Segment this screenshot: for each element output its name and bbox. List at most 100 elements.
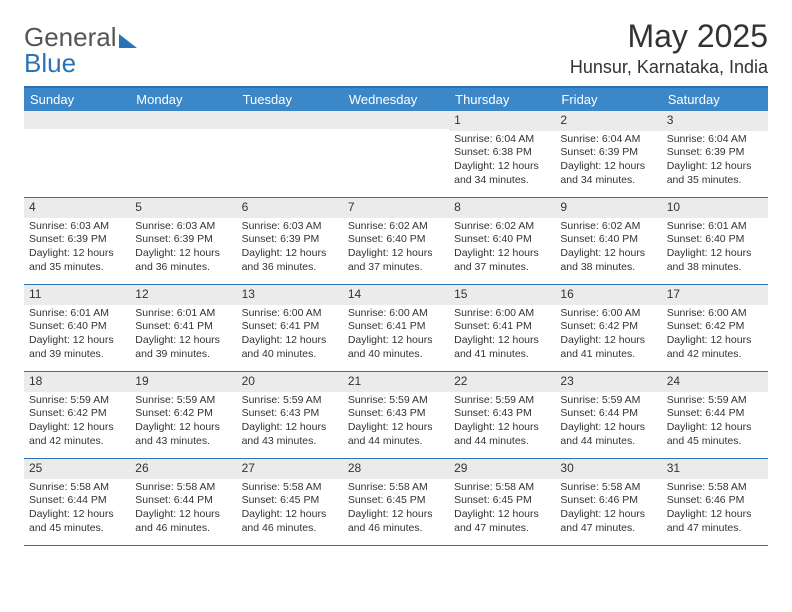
day-cell: 23Sunrise: 5:59 AM Sunset: 6:44 PM Dayli… bbox=[555, 372, 661, 458]
day-details: Sunrise: 6:04 AM Sunset: 6:39 PM Dayligh… bbox=[555, 131, 661, 192]
day-details: Sunrise: 5:59 AM Sunset: 6:44 PM Dayligh… bbox=[662, 392, 768, 453]
calendar-page: General May 2025 Hunsur, Karnataka, Indi… bbox=[0, 0, 792, 558]
week-row: 11Sunrise: 6:01 AM Sunset: 6:40 PM Dayli… bbox=[24, 285, 768, 372]
week-row: 1Sunrise: 6:04 AM Sunset: 6:38 PM Daylig… bbox=[24, 111, 768, 198]
day-details: Sunrise: 5:59 AM Sunset: 6:43 PM Dayligh… bbox=[237, 392, 343, 453]
day-number: 9 bbox=[555, 198, 661, 218]
day-number: 8 bbox=[449, 198, 555, 218]
day-cell: 19Sunrise: 5:59 AM Sunset: 6:42 PM Dayli… bbox=[130, 372, 236, 458]
dow-tuesday: Tuesday bbox=[237, 88, 343, 111]
location-subtitle: Hunsur, Karnataka, India bbox=[570, 57, 768, 78]
day-number bbox=[24, 111, 130, 129]
calendar-grid: Sunday Monday Tuesday Wednesday Thursday… bbox=[24, 86, 768, 546]
day-cell: 12Sunrise: 6:01 AM Sunset: 6:41 PM Dayli… bbox=[130, 285, 236, 371]
weeks-container: 1Sunrise: 6:04 AM Sunset: 6:38 PM Daylig… bbox=[24, 111, 768, 546]
day-cell: 6Sunrise: 6:03 AM Sunset: 6:39 PM Daylig… bbox=[237, 198, 343, 284]
day-cell: 2Sunrise: 6:04 AM Sunset: 6:39 PM Daylig… bbox=[555, 111, 661, 197]
day-cell: 27Sunrise: 5:58 AM Sunset: 6:45 PM Dayli… bbox=[237, 459, 343, 545]
day-number: 31 bbox=[662, 459, 768, 479]
week-row: 25Sunrise: 5:58 AM Sunset: 6:44 PM Dayli… bbox=[24, 459, 768, 546]
day-cell: 29Sunrise: 5:58 AM Sunset: 6:45 PM Dayli… bbox=[449, 459, 555, 545]
day-number: 16 bbox=[555, 285, 661, 305]
day-number bbox=[130, 111, 236, 129]
day-cell: 31Sunrise: 5:58 AM Sunset: 6:46 PM Dayli… bbox=[662, 459, 768, 545]
dow-monday: Monday bbox=[130, 88, 236, 111]
day-cell: 5Sunrise: 6:03 AM Sunset: 6:39 PM Daylig… bbox=[130, 198, 236, 284]
dow-friday: Friday bbox=[555, 88, 661, 111]
month-title: May 2025 bbox=[570, 18, 768, 55]
day-details: Sunrise: 6:02 AM Sunset: 6:40 PM Dayligh… bbox=[555, 218, 661, 279]
day-number: 29 bbox=[449, 459, 555, 479]
day-details: Sunrise: 5:58 AM Sunset: 6:44 PM Dayligh… bbox=[24, 479, 130, 540]
day-details: Sunrise: 6:01 AM Sunset: 6:40 PM Dayligh… bbox=[662, 218, 768, 279]
day-details: Sunrise: 5:59 AM Sunset: 6:42 PM Dayligh… bbox=[130, 392, 236, 453]
day-number: 25 bbox=[24, 459, 130, 479]
day-cell: 14Sunrise: 6:00 AM Sunset: 6:41 PM Dayli… bbox=[343, 285, 449, 371]
day-cell: 18Sunrise: 5:59 AM Sunset: 6:42 PM Dayli… bbox=[24, 372, 130, 458]
logo-triangle-icon bbox=[119, 34, 137, 48]
day-number: 27 bbox=[237, 459, 343, 479]
day-details bbox=[237, 129, 343, 135]
day-details: Sunrise: 5:58 AM Sunset: 6:46 PM Dayligh… bbox=[555, 479, 661, 540]
day-details: Sunrise: 5:58 AM Sunset: 6:46 PM Dayligh… bbox=[662, 479, 768, 540]
day-number: 20 bbox=[237, 372, 343, 392]
dow-thursday: Thursday bbox=[449, 88, 555, 111]
day-cell: 10Sunrise: 6:01 AM Sunset: 6:40 PM Dayli… bbox=[662, 198, 768, 284]
day-details: Sunrise: 5:59 AM Sunset: 6:42 PM Dayligh… bbox=[24, 392, 130, 453]
dow-saturday: Saturday bbox=[662, 88, 768, 111]
day-number: 2 bbox=[555, 111, 661, 131]
day-number: 24 bbox=[662, 372, 768, 392]
day-number: 28 bbox=[343, 459, 449, 479]
day-number: 18 bbox=[24, 372, 130, 392]
day-cell: 16Sunrise: 6:00 AM Sunset: 6:42 PM Dayli… bbox=[555, 285, 661, 371]
day-number: 4 bbox=[24, 198, 130, 218]
day-number: 11 bbox=[24, 285, 130, 305]
day-details: Sunrise: 6:00 AM Sunset: 6:42 PM Dayligh… bbox=[662, 305, 768, 366]
day-cell bbox=[343, 111, 449, 197]
dow-sunday: Sunday bbox=[24, 88, 130, 111]
dow-wednesday: Wednesday bbox=[343, 88, 449, 111]
day-cell bbox=[130, 111, 236, 197]
day-number: 7 bbox=[343, 198, 449, 218]
day-details: Sunrise: 6:03 AM Sunset: 6:39 PM Dayligh… bbox=[130, 218, 236, 279]
day-cell: 22Sunrise: 5:59 AM Sunset: 6:43 PM Dayli… bbox=[449, 372, 555, 458]
week-row: 4Sunrise: 6:03 AM Sunset: 6:39 PM Daylig… bbox=[24, 198, 768, 285]
day-cell bbox=[24, 111, 130, 197]
day-number: 3 bbox=[662, 111, 768, 131]
day-number: 23 bbox=[555, 372, 661, 392]
day-number: 12 bbox=[130, 285, 236, 305]
day-cell bbox=[237, 111, 343, 197]
day-details: Sunrise: 6:01 AM Sunset: 6:41 PM Dayligh… bbox=[130, 305, 236, 366]
day-details: Sunrise: 6:02 AM Sunset: 6:40 PM Dayligh… bbox=[449, 218, 555, 279]
day-details: Sunrise: 6:03 AM Sunset: 6:39 PM Dayligh… bbox=[24, 218, 130, 279]
day-number bbox=[343, 111, 449, 129]
day-details bbox=[343, 129, 449, 135]
day-cell: 25Sunrise: 5:58 AM Sunset: 6:44 PM Dayli… bbox=[24, 459, 130, 545]
day-cell: 11Sunrise: 6:01 AM Sunset: 6:40 PM Dayli… bbox=[24, 285, 130, 371]
day-cell: 3Sunrise: 6:04 AM Sunset: 6:39 PM Daylig… bbox=[662, 111, 768, 197]
day-number: 15 bbox=[449, 285, 555, 305]
day-number: 14 bbox=[343, 285, 449, 305]
day-cell: 21Sunrise: 5:59 AM Sunset: 6:43 PM Dayli… bbox=[343, 372, 449, 458]
day-details: Sunrise: 6:03 AM Sunset: 6:39 PM Dayligh… bbox=[237, 218, 343, 279]
day-number: 5 bbox=[130, 198, 236, 218]
day-number: 26 bbox=[130, 459, 236, 479]
day-details: Sunrise: 5:58 AM Sunset: 6:44 PM Dayligh… bbox=[130, 479, 236, 540]
day-cell: 9Sunrise: 6:02 AM Sunset: 6:40 PM Daylig… bbox=[555, 198, 661, 284]
day-number: 1 bbox=[449, 111, 555, 131]
day-cell: 1Sunrise: 6:04 AM Sunset: 6:38 PM Daylig… bbox=[449, 111, 555, 197]
day-details: Sunrise: 5:59 AM Sunset: 6:43 PM Dayligh… bbox=[343, 392, 449, 453]
day-details: Sunrise: 5:59 AM Sunset: 6:44 PM Dayligh… bbox=[555, 392, 661, 453]
day-cell: 8Sunrise: 6:02 AM Sunset: 6:40 PM Daylig… bbox=[449, 198, 555, 284]
day-number: 30 bbox=[555, 459, 661, 479]
day-cell: 30Sunrise: 5:58 AM Sunset: 6:46 PM Dayli… bbox=[555, 459, 661, 545]
day-details: Sunrise: 5:58 AM Sunset: 6:45 PM Dayligh… bbox=[449, 479, 555, 540]
day-details: Sunrise: 6:00 AM Sunset: 6:41 PM Dayligh… bbox=[343, 305, 449, 366]
day-cell: 20Sunrise: 5:59 AM Sunset: 6:43 PM Dayli… bbox=[237, 372, 343, 458]
day-details bbox=[130, 129, 236, 135]
day-details: Sunrise: 6:01 AM Sunset: 6:40 PM Dayligh… bbox=[24, 305, 130, 366]
day-number: 19 bbox=[130, 372, 236, 392]
title-block: May 2025 Hunsur, Karnataka, India bbox=[570, 18, 768, 78]
day-number: 17 bbox=[662, 285, 768, 305]
brand-part2: Blue bbox=[24, 48, 76, 79]
